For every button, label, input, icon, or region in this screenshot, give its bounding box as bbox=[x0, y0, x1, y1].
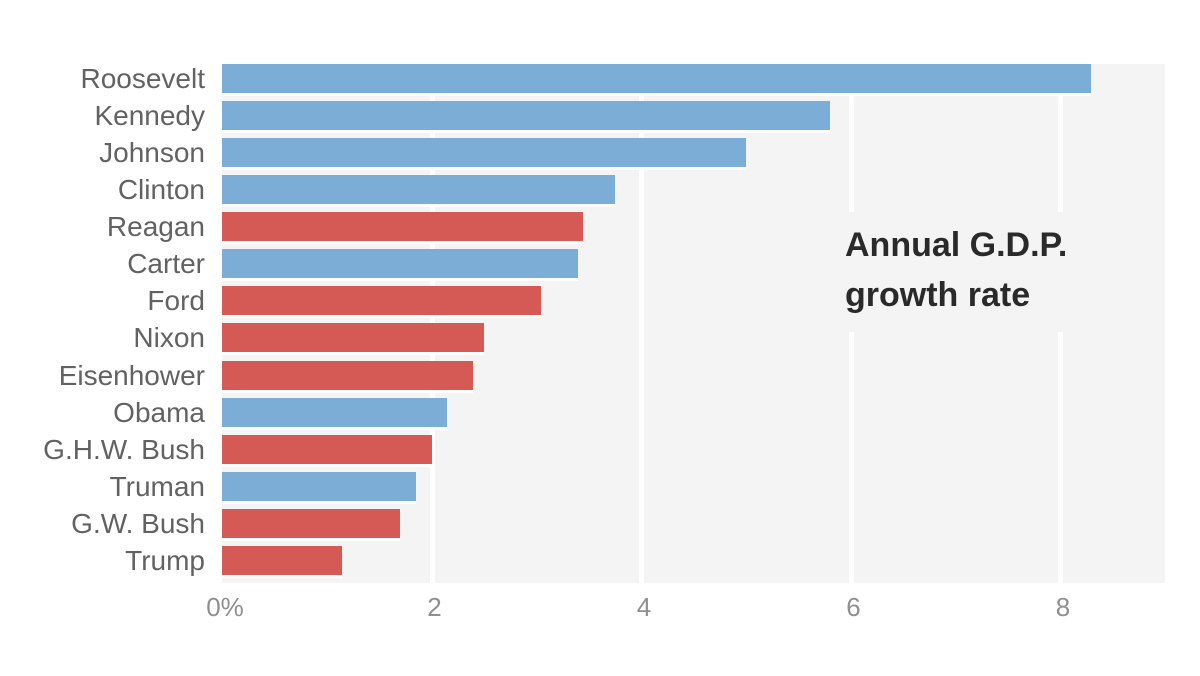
bar-obama bbox=[222, 397, 448, 427]
category-label-eisenhower: Eisenhower bbox=[58, 359, 205, 391]
bar-johnson bbox=[222, 138, 746, 168]
gridline-4 bbox=[639, 64, 644, 583]
x-tick-2: 2 bbox=[427, 592, 442, 622]
x-tick-8: 8 bbox=[1055, 592, 1071, 622]
bar-trump bbox=[222, 545, 343, 575]
bar-carter bbox=[222, 249, 579, 279]
bar-reagan bbox=[222, 212, 584, 242]
chart-title-line1: Annual G.D.P. bbox=[845, 226, 1068, 264]
category-label-roosevelt: Roosevelt bbox=[80, 63, 205, 94]
bar-nixon bbox=[222, 323, 484, 353]
x-tick-0pct: 0% bbox=[206, 592, 244, 622]
bar-g-w-bush bbox=[222, 508, 401, 538]
category-label-reagan: Reagan bbox=[106, 211, 205, 243]
chart-title-line2: growth rate bbox=[845, 276, 1031, 314]
bar-g-h-w-bush bbox=[222, 434, 432, 464]
category-label-clinton: Clinton bbox=[117, 174, 205, 206]
bar-clinton bbox=[222, 175, 615, 205]
category-label-g-h-w-bush: G.H.W. Bush bbox=[43, 433, 205, 465]
bar-kennedy bbox=[222, 101, 830, 131]
bar-roosevelt bbox=[222, 64, 1092, 93]
chart-title-annotation: Annual G.D.P. growth rate bbox=[835, 212, 1092, 332]
bar-truman bbox=[222, 471, 416, 501]
category-label-kennedy: Kennedy bbox=[94, 100, 205, 132]
x-tick-6: 6 bbox=[846, 592, 861, 622]
category-label-nixon: Nixon bbox=[133, 322, 205, 354]
category-label-carter: Carter bbox=[127, 248, 205, 280]
category-label-g-w-bush: G.W. Bush bbox=[71, 507, 205, 539]
category-label-obama: Obama bbox=[113, 396, 205, 428]
category-label-johnson: Johnson bbox=[99, 137, 205, 169]
x-tick-4: 4 bbox=[636, 592, 652, 622]
bar-eisenhower bbox=[222, 360, 474, 390]
category-label-trump: Trump bbox=[125, 544, 205, 576]
category-label-truman: Truman bbox=[109, 470, 205, 502]
category-label-ford: Ford bbox=[147, 285, 205, 317]
bar-ford bbox=[222, 286, 542, 316]
